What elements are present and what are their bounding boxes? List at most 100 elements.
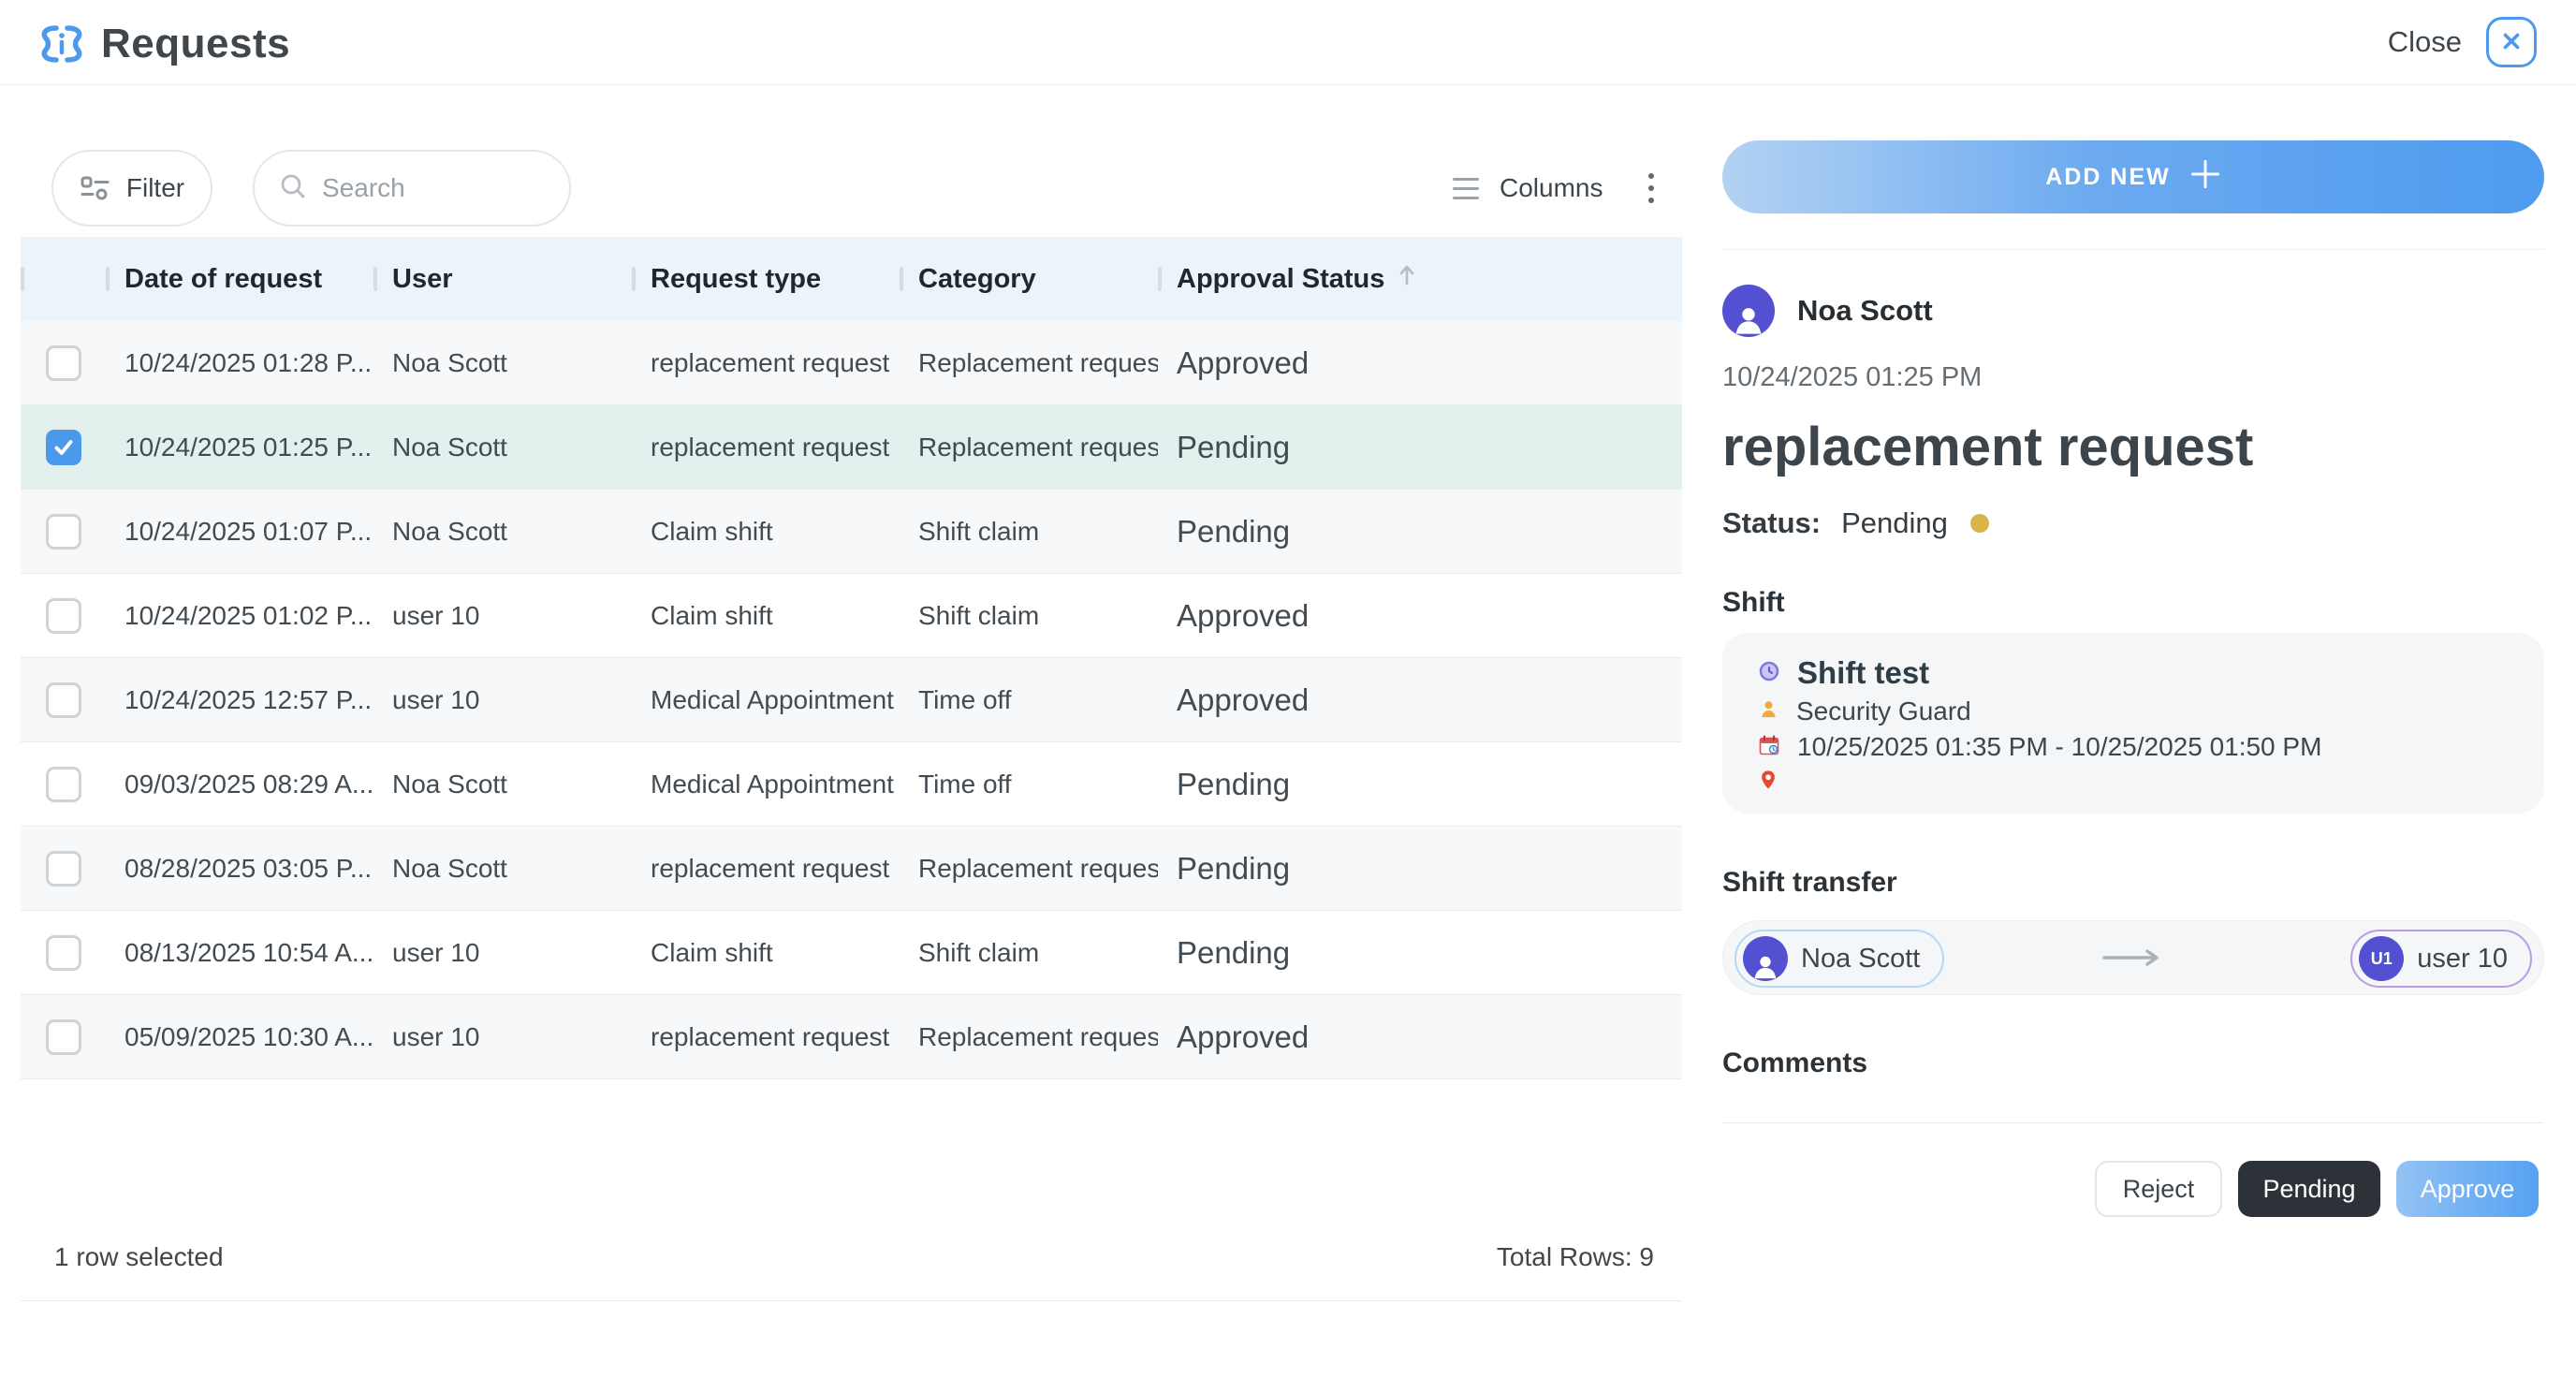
cell-user: Noa Scott — [392, 769, 507, 799]
column-header-request-type[interactable]: Request type — [632, 237, 900, 321]
column-header-user[interactable]: User — [373, 237, 632, 321]
request-title: replacement request — [1722, 417, 2254, 477]
cell-request-type: replacement request — [651, 432, 890, 462]
close-icon — [2499, 29, 2524, 56]
add-new-button[interactable]: ADD NEW — [1722, 140, 2544, 213]
approve-button[interactable]: Approve — [2396, 1161, 2539, 1217]
transfer-from-chip[interactable]: Noa Scott — [1734, 930, 1945, 988]
cell-request-type: Medical Appointment — [651, 769, 894, 799]
transfer-arrow-icon — [1723, 921, 2543, 994]
cell-approval-status: Pending — [1177, 850, 1291, 886]
row-checkbox[interactable] — [45, 344, 81, 381]
cell-approval-status: Approved — [1177, 597, 1310, 633]
status-value: Pending — [1841, 506, 1948, 539]
transfer-from-name: Noa Scott — [1801, 943, 1921, 974]
status-label: Status: — [1722, 506, 1822, 539]
page-title: Requests — [101, 21, 291, 66]
cell-category: Replacement request — [918, 347, 1158, 377]
shift-calendar-icon — [1758, 734, 1780, 761]
cell-user: user 10 — [392, 600, 480, 630]
plus-icon — [2189, 158, 2221, 197]
cell-user: user 10 — [392, 1021, 480, 1051]
column-header-category[interactable]: Category — [900, 237, 1158, 321]
table-row[interactable]: 05/09/2025 10:30 A... user 10 replacemen… — [21, 995, 1682, 1079]
search-icon — [279, 172, 307, 205]
add-new-label: ADD NEW — [2045, 163, 2171, 190]
cell-request-type: replacement request — [651, 1021, 890, 1051]
cell-request-type: replacement request — [651, 853, 890, 883]
shift-section-label: Shift — [1722, 587, 1785, 618]
selected-count: 1 row selected — [54, 1242, 224, 1271]
table-row[interactable]: 10/24/2025 01:28 P... Noa Scott replacem… — [21, 321, 1682, 405]
status-pending-dot — [1969, 514, 1989, 533]
table-body: 10/24/2025 01:28 P... Noa Scott replacem… — [21, 321, 1682, 1079]
actions-row: Reject Pending Approve — [1722, 1161, 2544, 1217]
app-logo-icon — [37, 22, 86, 66]
pending-button[interactable]: Pending — [2238, 1161, 2380, 1217]
comments-section-label: Comments — [1722, 1048, 1868, 1078]
table-row[interactable]: 09/03/2025 08:29 A... Noa Scott Medical … — [21, 742, 1682, 827]
table-row[interactable]: 10/24/2025 12:57 P... user 10 Medical Ap… — [21, 658, 1682, 742]
more-options-button[interactable] — [1632, 161, 1670, 215]
cell-approval-status: Approved — [1177, 1019, 1310, 1054]
row-checkbox[interactable] — [45, 429, 81, 465]
filter-icon — [80, 174, 111, 203]
columns-button[interactable]: Columns — [1453, 161, 1603, 215]
cell-category: Time off — [918, 769, 1012, 799]
cell-approval-status: Pending — [1177, 766, 1291, 801]
sort-asc-icon — [1398, 263, 1416, 295]
cell-date: 05/09/2025 10:30 A... — [124, 1021, 373, 1051]
cell-date: 09/03/2025 08:29 A... — [124, 769, 373, 799]
table-row[interactable]: 08/13/2025 10:54 A... user 10 Claim shif… — [21, 911, 1682, 995]
row-checkbox[interactable] — [45, 934, 81, 971]
row-checkbox[interactable] — [45, 766, 81, 802]
cell-request-type: Claim shift — [651, 937, 773, 967]
shift-location-icon — [1758, 768, 1778, 797]
shift-role: Security Guard — [1796, 696, 1971, 726]
shift-card[interactable]: Shift test Security Guard — [1722, 633, 2544, 814]
cell-request-type: Claim shift — [651, 516, 773, 546]
table-row[interactable]: 08/28/2025 03:05 P... Noa Scott replacem… — [21, 827, 1682, 911]
cell-category: Replacement request — [918, 1021, 1158, 1051]
table-row[interactable]: 10/24/2025 01:25 P... Noa Scott replacem… — [21, 405, 1682, 490]
cell-request-type: Claim shift — [651, 600, 773, 630]
cell-approval-status: Pending — [1177, 429, 1291, 464]
requester-name: Noa Scott — [1797, 294, 1933, 327]
table-row[interactable]: 10/24/2025 01:02 P... user 10 Claim shif… — [21, 574, 1682, 658]
requester-avatar — [1722, 285, 1775, 337]
row-checkbox[interactable] — [45, 850, 81, 887]
row-checkbox[interactable] — [45, 597, 81, 634]
transfer-to-name: user 10 — [2417, 943, 2508, 974]
shift-time-range: 10/25/2025 01:35 PM - 10/25/2025 01:50 P… — [1797, 732, 2322, 761]
cell-date: 10/24/2025 01:25 P... — [124, 432, 373, 462]
transfer-to-chip[interactable]: U1 user 10 — [2350, 930, 2532, 988]
search-input[interactable] — [322, 173, 537, 203]
cell-category: Replacement request — [918, 432, 1158, 462]
reject-button[interactable]: Reject — [2095, 1161, 2222, 1217]
cell-date: 10/24/2025 01:28 P... — [124, 347, 373, 377]
shift-clock-icon — [1758, 660, 1780, 687]
select-all-header — [21, 237, 106, 321]
cell-approval-status: Approved — [1177, 344, 1310, 380]
comments-divider — [1722, 1122, 2544, 1123]
cell-user: Noa Scott — [392, 347, 507, 377]
row-checkbox[interactable] — [45, 1019, 81, 1055]
row-checkbox[interactable] — [45, 513, 81, 550]
search-box[interactable] — [253, 150, 571, 227]
cell-user: user 10 — [392, 684, 480, 714]
shift-name: Shift test — [1797, 655, 1930, 690]
table-row[interactable]: 10/24/2025 01:07 P... Noa Scott Claim sh… — [21, 490, 1682, 574]
column-header-approval-status[interactable]: Approval Status — [1158, 237, 1682, 321]
transfer-from-avatar — [1743, 936, 1788, 981]
transfer-to-badge: U1 — [2359, 936, 2405, 981]
close-button[interactable] — [2486, 17, 2537, 67]
requests-table: Date of request User Request type Catego… — [21, 237, 1682, 1301]
column-header-date[interactable]: Date of request — [106, 237, 373, 321]
table-footer: 1 row selected Total Rows: 9 — [21, 1214, 1682, 1300]
cell-request-type: replacement request — [651, 347, 890, 377]
cell-date: 10/24/2025 01:02 P... — [124, 600, 373, 630]
filter-button[interactable]: Filter — [51, 150, 212, 227]
row-checkbox[interactable] — [45, 682, 81, 718]
cell-user: Noa Scott — [392, 516, 507, 546]
